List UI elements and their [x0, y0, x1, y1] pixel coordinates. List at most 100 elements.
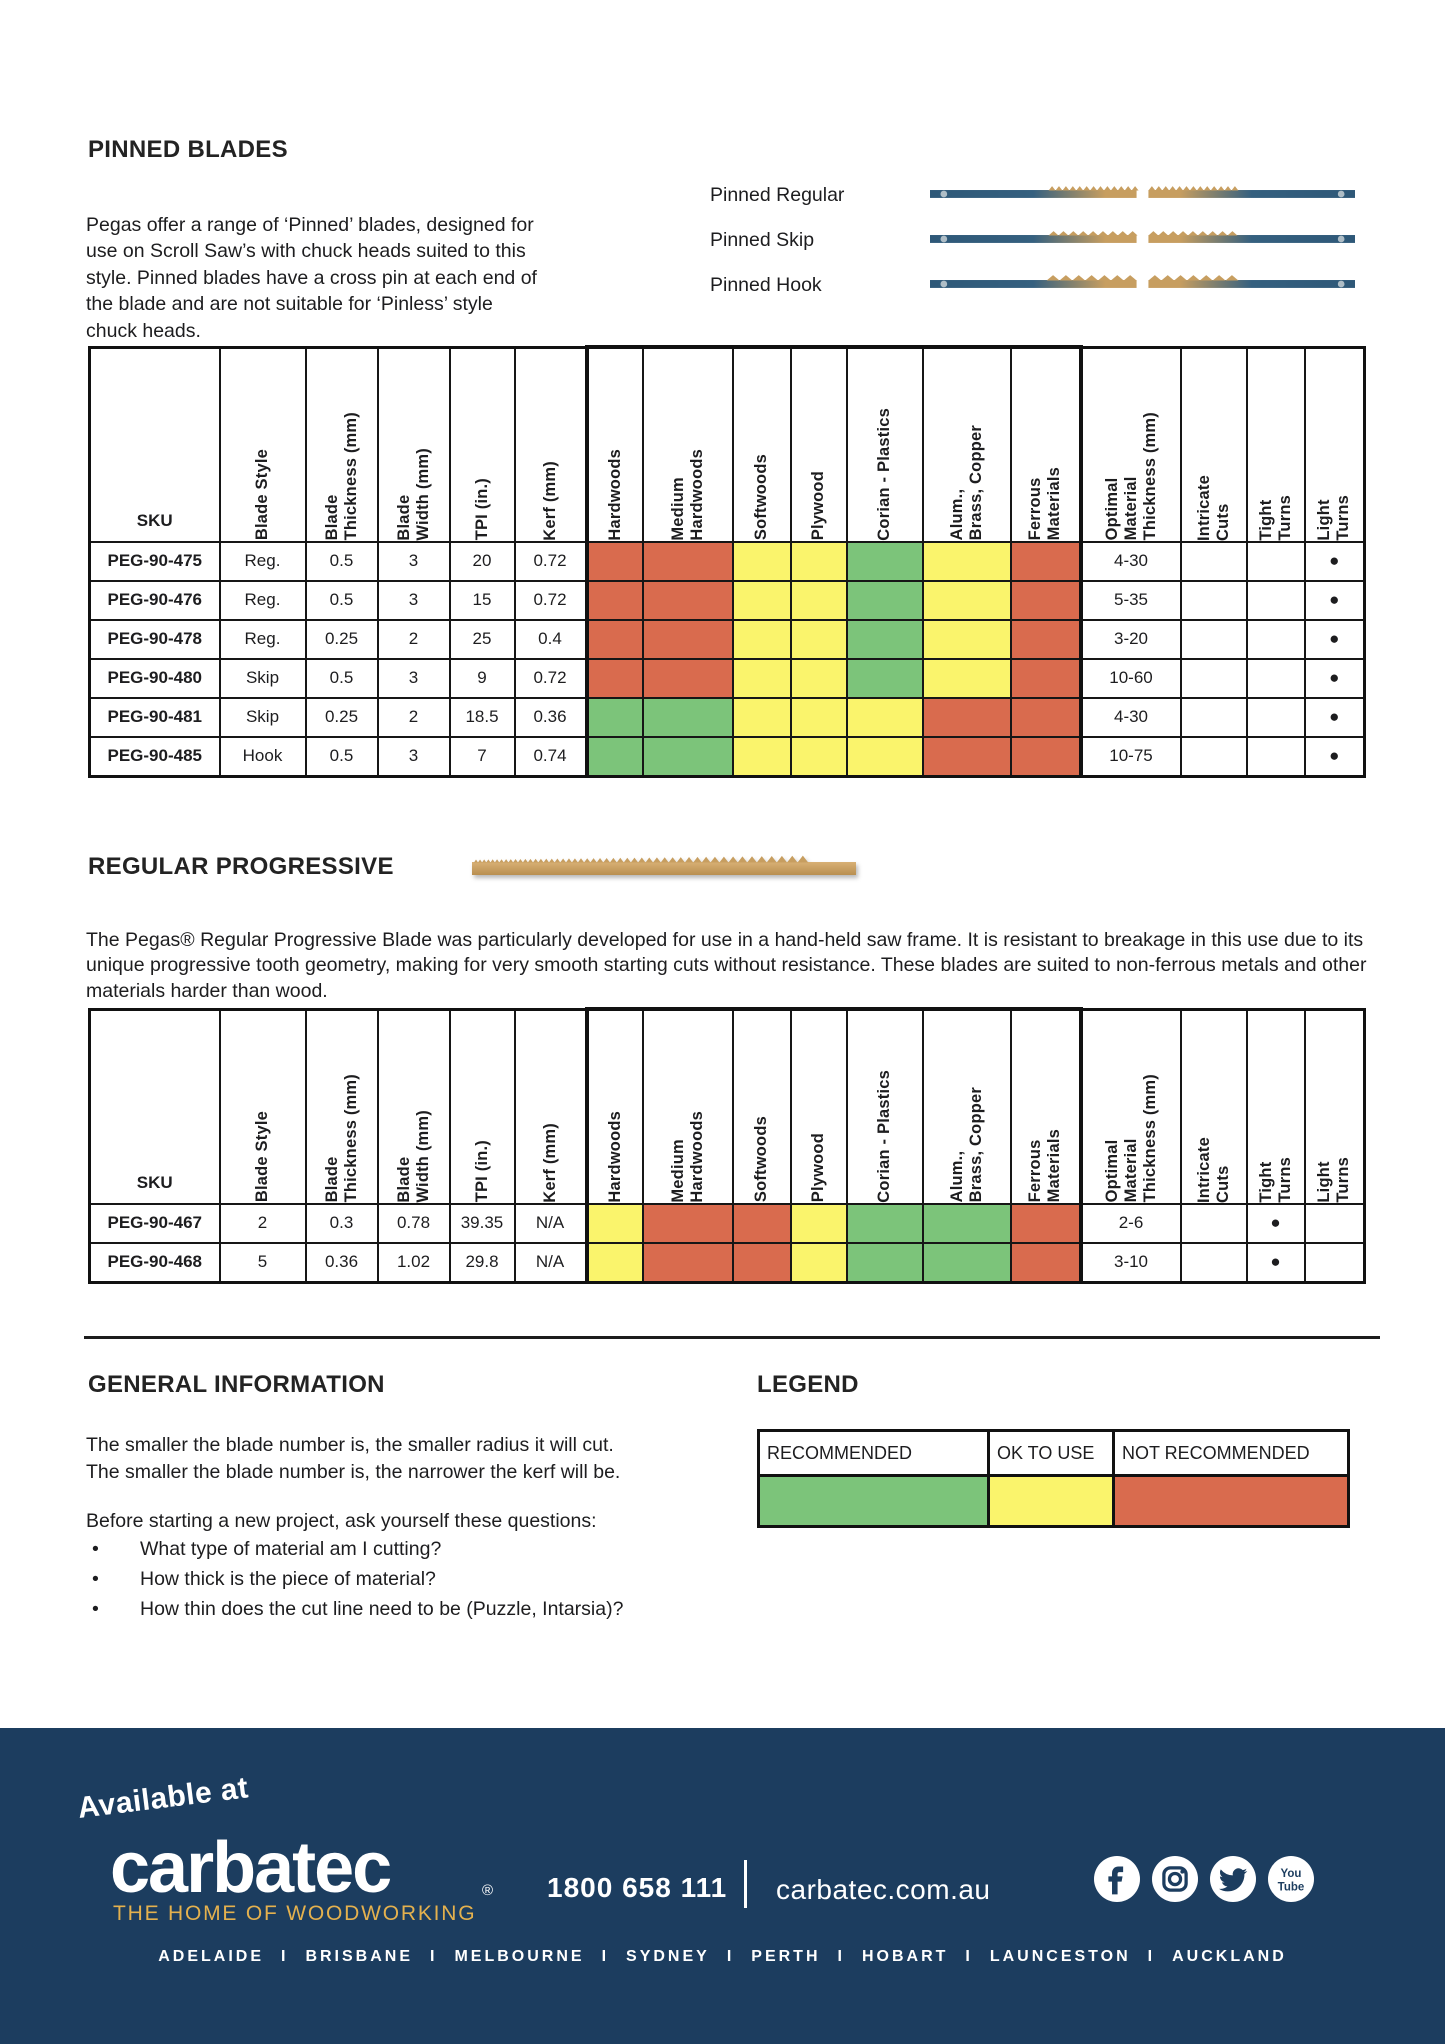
legend-swatch-green: [757, 1474, 990, 1528]
rating-corian-plastics: [845, 657, 924, 699]
header-row: SKU Blade Style Blade Thickness (mm) Blade …: [88, 1007, 1366, 1205]
city-hobart: HOBART: [861, 1948, 949, 1965]
rating-ferrous-materials: [1009, 1241, 1083, 1284]
column-header-intricate: Intricate Cuts: [1179, 346, 1248, 543]
column-header-plywood: Plywood: [789, 1007, 848, 1205]
rating-hardwoods: [584, 1202, 644, 1244]
rating-alum-brass-copper: [921, 1202, 1012, 1244]
kerf-value: 0.74: [513, 735, 588, 777]
intricate-marker: [1179, 579, 1248, 621]
bullet-text: How thick is the piece of material?: [140, 1568, 436, 1590]
rating-corian-plastics: [845, 1241, 924, 1284]
intricate-marker: [1179, 618, 1248, 660]
rating-hardwoods: [584, 540, 644, 582]
blade-row-PEG-90-481: PEG-90-481 Skip 0.25 2 18.5 0.36 4-30 ●: [88, 696, 1366, 738]
blade-pin: [1337, 235, 1345, 243]
city-perth: PERTH: [751, 1948, 821, 1965]
sku-cell: PEG-90-478: [88, 618, 221, 660]
rating-softwoods: [731, 618, 792, 660]
light-marker: [1303, 1241, 1366, 1283]
rating-plywood: [789, 735, 848, 778]
city-brisbane: BRISBANE: [305, 1948, 413, 1965]
kerf-value: 0.72: [513, 579, 588, 621]
svg-text:Tube: Tube: [1278, 1882, 1305, 1894]
carbatec-logo: carbatec: [110, 1828, 392, 1908]
optimal-thickness-value: 3-10: [1079, 1241, 1182, 1283]
blade-row-PEG-90-467: PEG-90-467 2 0.3 0.78 39.35 N/A 2-6 ●: [88, 1202, 1366, 1244]
facebook-icon: [1094, 1856, 1140, 1902]
rating-plywood: [789, 1202, 848, 1244]
rating-hardwoods: [584, 1241, 644, 1284]
kerf-value: 0.72: [513, 657, 588, 699]
intricate-marker: [1179, 735, 1248, 777]
kerf-value: N/A: [513, 1202, 588, 1244]
light-marker: ●: [1303, 735, 1366, 777]
general-line-1: The smaller the blade number is, the sma…: [86, 1434, 614, 1456]
pinned-hook-label: Pinned Hook: [710, 274, 822, 296]
pinned-blades-intro: Pegas offer a range of ‘Pinned’ blades, …: [86, 213, 537, 342]
pinned-regular-blade-image: [930, 186, 1355, 198]
column-header-light: Light Turns: [1303, 346, 1366, 543]
tpi-value: 18.5: [448, 696, 516, 738]
list-item: • What type of material am I cutting?: [90, 1538, 623, 1568]
legend-swatch-yellow: [987, 1474, 1115, 1528]
blade-teeth: [1148, 186, 1239, 191]
blade-style-value: Skip: [218, 696, 307, 738]
footer-tagline: THE HOME OF WOODWORKING: [113, 1902, 477, 1925]
city-adelaide: ADELAIDE: [158, 1948, 264, 1965]
light-marker: ●: [1303, 579, 1366, 621]
blade-teeth: [474, 855, 809, 863]
tpi-value: 9: [448, 657, 516, 699]
blade-teeth: [1048, 186, 1139, 191]
legend-label-recommended: RECOMMENDED: [757, 1429, 990, 1477]
bullet-text: How thin does the cut line need to be (P…: [140, 1598, 624, 1620]
optimal-thickness-value: 4-30: [1079, 696, 1182, 738]
optimal-thickness-value: 5-35: [1079, 579, 1182, 621]
blade-width-value: 3: [376, 540, 451, 582]
city-separator: I: [430, 1948, 438, 1965]
optimal-thickness-value: 10-60: [1079, 657, 1182, 699]
blade-width-value: 2: [376, 618, 451, 660]
rating-medium-hardwoods: [641, 696, 734, 738]
regular-progressive-table: SKU Blade Style Blade Thickness (mm) Blade …: [88, 1007, 1366, 1284]
tpi-value: 39.35: [448, 1202, 516, 1244]
section-divider: [84, 1336, 1380, 1339]
intricate-marker: [1179, 657, 1248, 699]
tight-marker: [1245, 735, 1306, 777]
tight-marker: [1245, 618, 1306, 660]
general-line-2: The smaller the blade number is, the nar…: [86, 1460, 621, 1483]
blade-row-PEG-90-468: PEG-90-468 5 0.36 1.02 29.8 N/A 3-10 ●: [88, 1241, 1366, 1284]
legend-label-ok-to-use: OK TO USE: [987, 1429, 1115, 1477]
regular-progressive-blade-image: [472, 855, 856, 875]
pinned-regular-label: Pinned Regular: [710, 184, 845, 206]
blade-style-value: Skip: [218, 657, 307, 699]
sku-cell: PEG-90-480: [88, 657, 221, 699]
blade-thickness-value: 0.5: [304, 540, 379, 582]
sku-cell: PEG-90-481: [88, 696, 221, 738]
city-sydney: SYDNEY: [626, 1948, 710, 1965]
sku-cell: PEG-90-468: [88, 1241, 221, 1283]
bullet-icon: •: [92, 1598, 99, 1620]
column-header-alum-brass-copper: Alum., Brass, Copper: [921, 345, 1012, 543]
column-header-corian-plastics: Corian - Plastics: [845, 1007, 924, 1205]
city-separator: I: [280, 1948, 289, 1965]
rating-alum-brass-copper: [921, 540, 1012, 582]
rating-medium-hardwoods: [641, 579, 734, 621]
legend-label-not-recommended: NOT RECOMMENDED: [1112, 1429, 1350, 1477]
legend-swatch-red: [1112, 1474, 1350, 1528]
rating-ferrous-materials: [1009, 696, 1083, 738]
regular-progressive-paragraph: The Pegas® Regular Progressive Blade was…: [86, 928, 1367, 1002]
blade-row-PEG-90-478: PEG-90-478 Reg. 0.25 2 25 0.4 3-20 ●: [88, 618, 1366, 660]
tight-marker: ●: [1245, 1241, 1306, 1283]
city-launceston: LAUNCESTON: [989, 1948, 1131, 1965]
blade-pin: [940, 190, 948, 198]
tight-marker: [1245, 579, 1306, 621]
sku-cell: PEG-90-467: [88, 1202, 221, 1244]
social-icons: You Tube: [1094, 1856, 1314, 1902]
column-header-optimal: Optimal Material Thickness (mm): [1079, 1008, 1182, 1205]
blade-teeth: [1148, 275, 1239, 281]
phone-number: 1800 658 111: [547, 1872, 728, 1903]
city-melbourne: MELBOURNE: [454, 1948, 585, 1965]
rating-corian-plastics: [845, 540, 924, 582]
rating-ferrous-materials: [1009, 735, 1083, 778]
